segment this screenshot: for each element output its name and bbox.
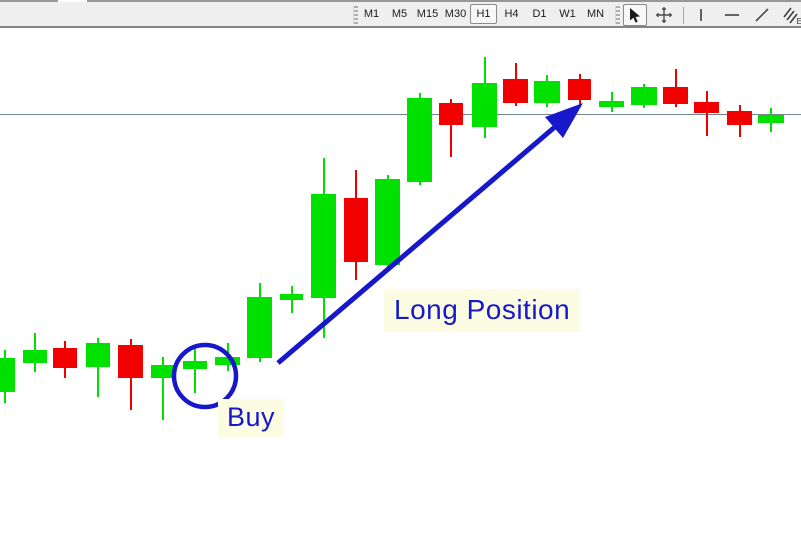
candle-body-up [151,365,174,378]
candle-wick [161,357,164,420]
timeframe-button-w1[interactable]: W1 [559,8,576,20]
candle-body-up [183,361,207,369]
toolbar-grip-handle[interactable] [353,6,358,24]
timeframe-button-mn[interactable]: MN [586,8,605,20]
candle-body-up [472,83,497,127]
candle-body-up [247,297,272,358]
candle-body-down [568,79,591,100]
vertical-line-icon [699,9,702,21]
candle-body-up [0,358,15,392]
long-position-label[interactable]: Long Position [384,289,581,333]
candle-body-up [407,98,432,182]
channel-tool-button[interactable]: E [779,4,801,26]
timeframe-button-m1[interactable]: M1 [363,8,380,20]
window-top-edge-right [87,0,801,2]
candle-body-up [86,343,110,367]
crosshair-icon [656,7,672,23]
candle-body-down [118,345,143,378]
cursor-tool-button[interactable] [623,4,647,26]
trend-arrow-line[interactable] [276,124,558,365]
timeframe-toolbar: M1 M5 M15 M30 H1 H4 D1 W1 MN [358,4,609,24]
horizontal-line-tool-button[interactable] [720,4,744,26]
window-top-edge-left [0,0,58,2]
channel-icon-subscript: E [796,17,801,26]
candle-wick [705,91,708,136]
cursor-icon [630,7,640,23]
candle-body-up [375,179,400,265]
candle-body-down [344,198,368,262]
candle-body-up [631,87,657,105]
candle-body-down [53,348,77,368]
timeframe-button-d1[interactable]: D1 [532,8,547,20]
candle-body-up [534,81,560,103]
candle-body-up [758,115,784,123]
candle-body-down [439,103,463,125]
trendline-tool-button[interactable] [750,4,774,26]
candle-body-up [23,350,47,363]
timeframe-button-m15[interactable]: M15 [416,8,439,20]
timeframe-button-m30[interactable]: M30 [444,8,467,20]
price-level-line [0,114,801,115]
candle-body-down [503,79,528,103]
vertical-line-tool-button[interactable] [689,4,712,26]
candle-wick [97,338,99,397]
buy-entry-circle[interactable] [171,342,239,410]
crosshair-tool-button[interactable] [651,4,677,26]
trendline-icon [755,8,769,22]
candle-body-up [215,357,240,365]
toolbar-grip-handle-2[interactable] [615,6,620,24]
horizontal-line-icon [725,14,739,16]
candle-body-up [599,101,624,107]
trend-arrow-head[interactable] [545,103,583,138]
toolbar-separator [683,7,684,24]
buy-label[interactable]: Buy [218,399,285,438]
chart-toolbar: M1 M5 M15 M30 H1 H4 D1 W1 MN [0,2,801,28]
candle-body-down [694,102,719,113]
candle-body-down [663,87,688,104]
timeframe-button-m5[interactable]: M5 [391,8,408,20]
candle-body-down [727,111,752,125]
candle-body-up [311,194,336,298]
timeframe-button-h4[interactable]: H4 [504,8,519,20]
candle-body-up [280,294,303,300]
timeframe-button-h1[interactable]: H1 [470,4,497,24]
candle-wick [450,99,452,157]
candle-wick [194,347,196,393]
channel-icon [782,7,798,24]
